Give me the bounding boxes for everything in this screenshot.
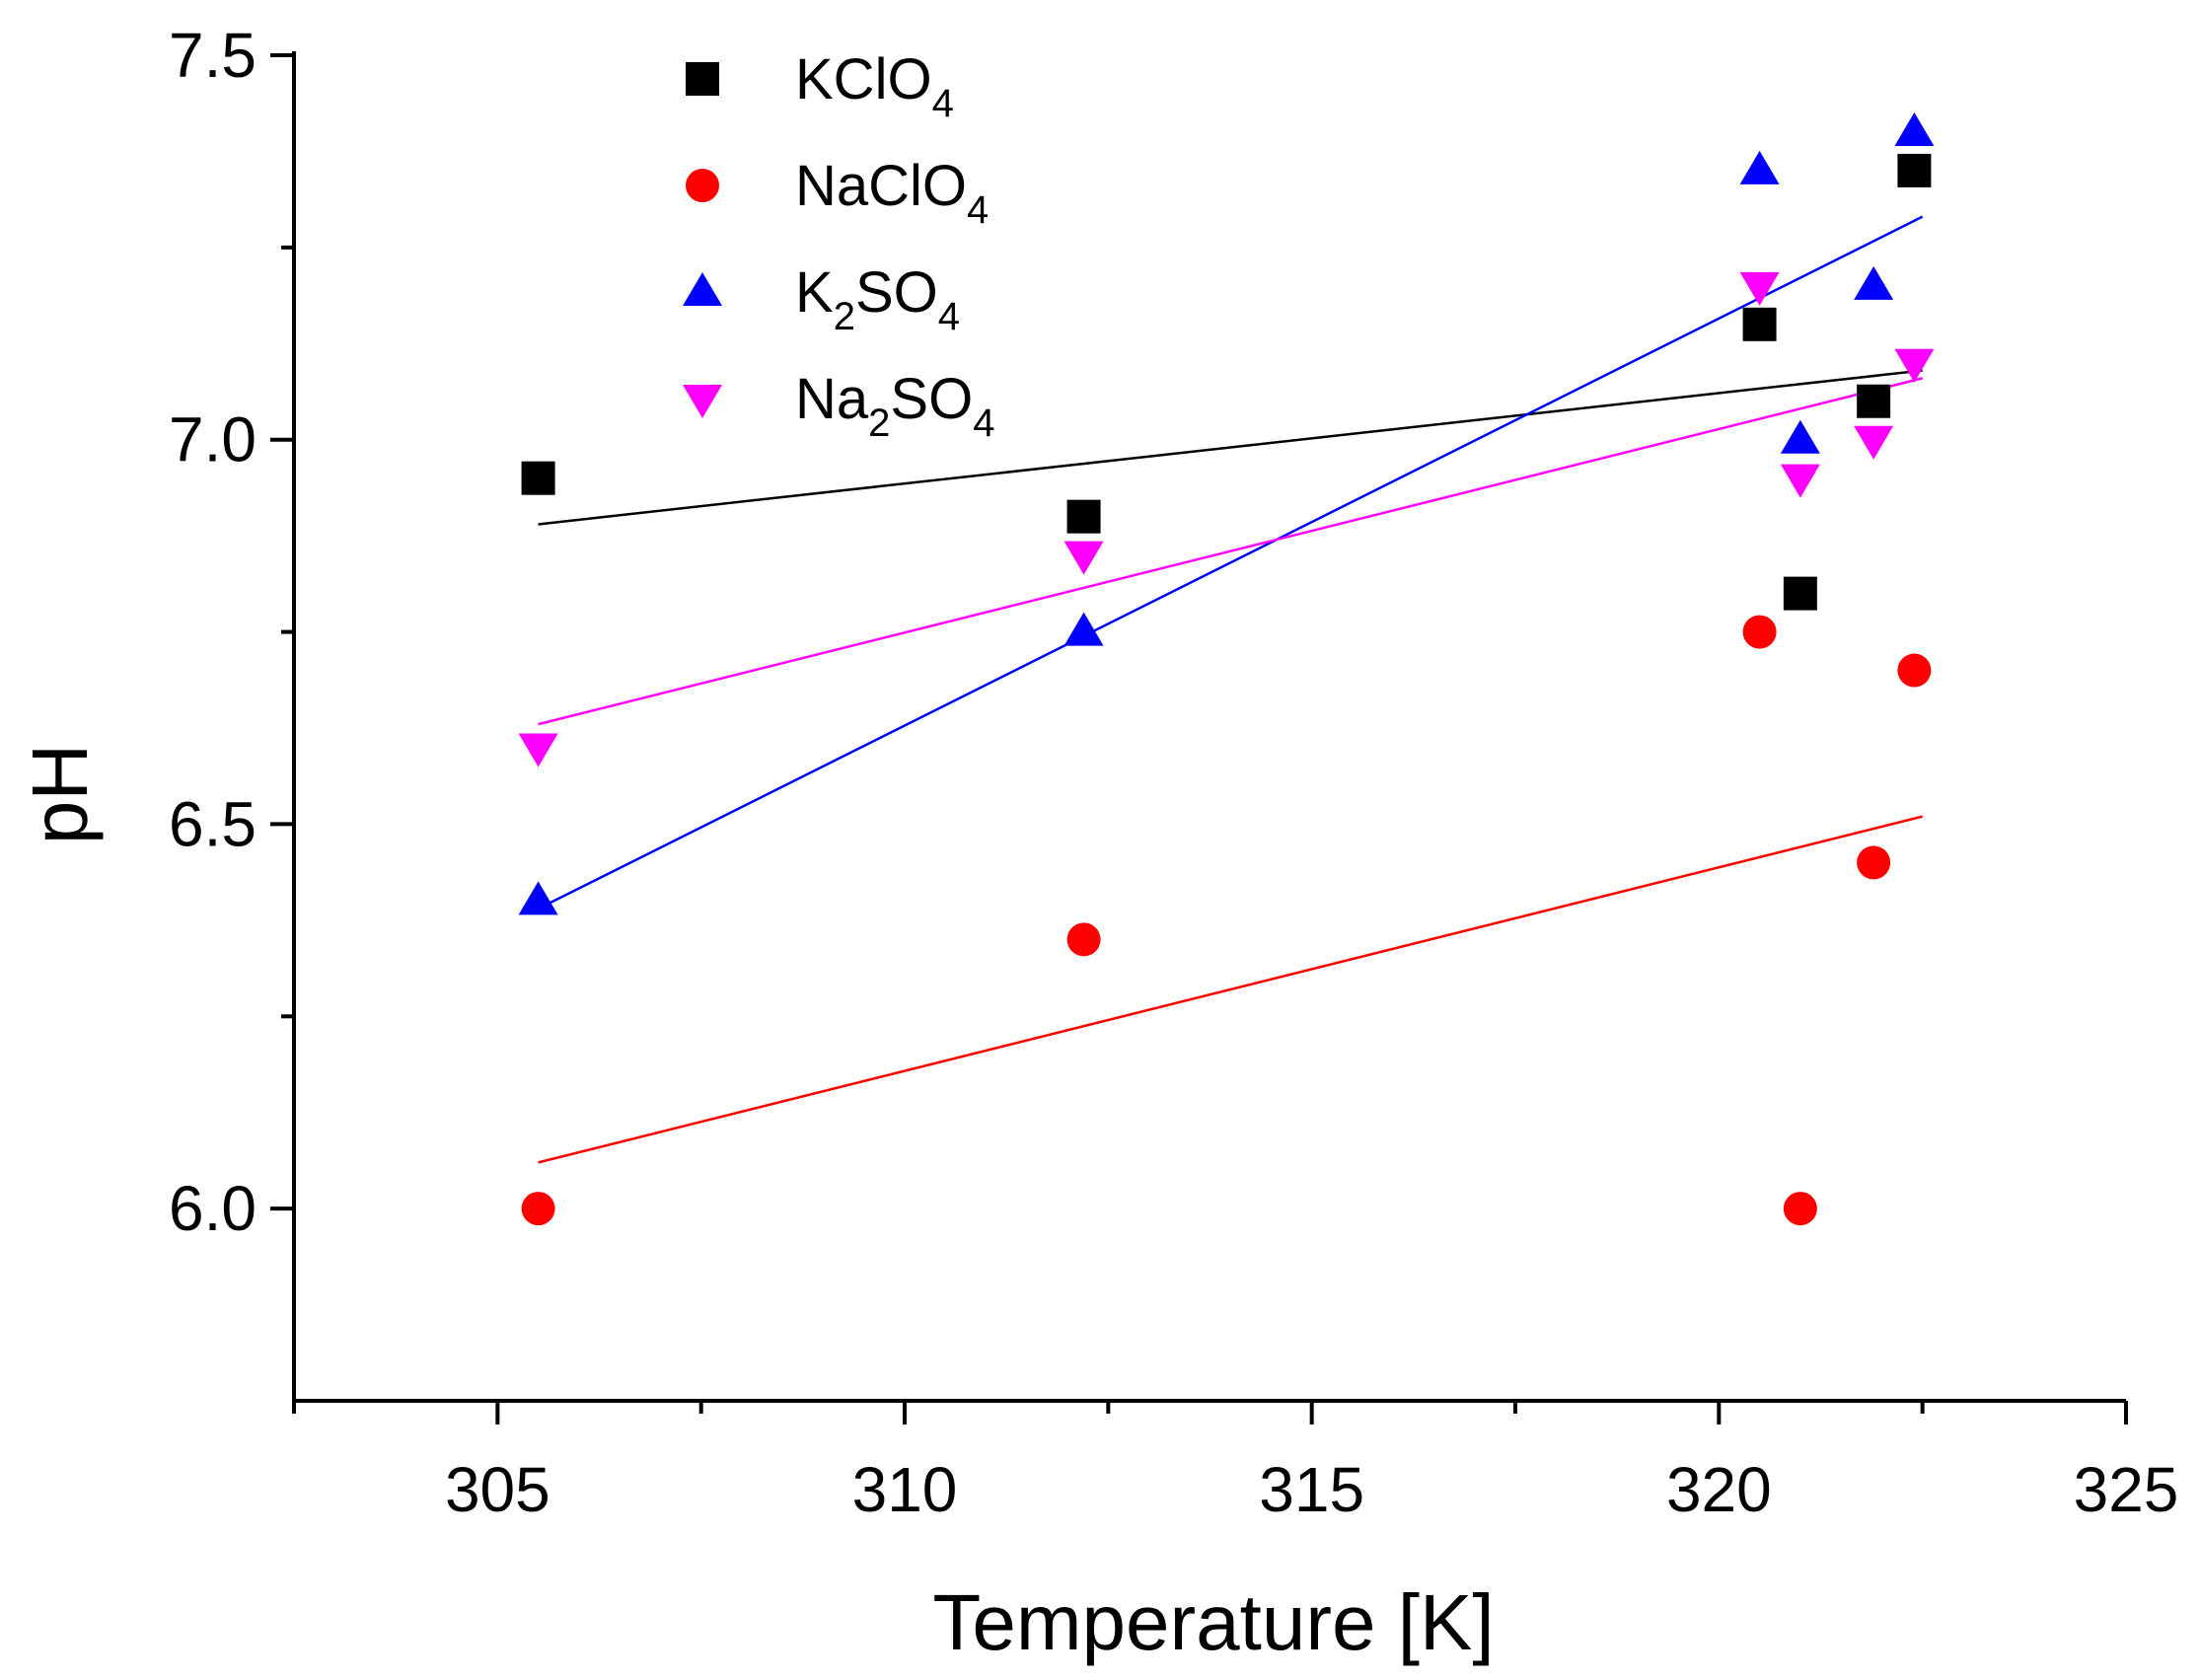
- legend: KClO4 NaClO4 K2SO4 Na2SO4: [683, 47, 994, 445]
- point-k2so4: [1739, 150, 1780, 184]
- fit-line-kclo4: [538, 369, 1923, 526]
- point-kclo4: [1783, 576, 1817, 611]
- point-naclo4: [521, 1192, 555, 1226]
- x-tick-label: 325: [2074, 1454, 2179, 1525]
- point-naclo4: [1066, 922, 1101, 957]
- point-na2so4: [1854, 425, 1894, 460]
- point-naclo4: [1897, 653, 1932, 688]
- point-k2so4: [518, 881, 558, 915]
- point-naclo4: [1783, 1192, 1817, 1226]
- point-kclo4: [1066, 499, 1101, 534]
- data-points: [518, 111, 1935, 1226]
- point-na2so4: [1063, 541, 1104, 575]
- point-na2so4: [518, 733, 558, 767]
- point-k2so4: [1854, 265, 1894, 300]
- point-kclo4: [1857, 384, 1891, 418]
- y-tick-label: 7.0: [169, 404, 257, 475]
- legend-label-kclo4: KClO4: [795, 47, 954, 125]
- x-axis-title: Temperature [K]: [932, 1578, 1494, 1666]
- point-kclo4: [1742, 307, 1777, 341]
- x-tick-label: 320: [1666, 1454, 1772, 1525]
- point-naclo4: [1742, 615, 1777, 649]
- x-tick-label: 315: [1259, 1454, 1364, 1525]
- y-tick-label: 6.0: [169, 1173, 257, 1244]
- axes: 305 310 315 320 325 6.0 6.5 7.0 7.5: [169, 20, 2178, 1525]
- point-na2so4: [1780, 464, 1820, 498]
- legend-label-k2so4: K2SO4: [795, 260, 960, 338]
- point-na2so4: [1894, 348, 1935, 383]
- legend-label-naclo4: NaClO4: [795, 154, 989, 232]
- y-tick-label: 6.5: [169, 788, 257, 859]
- x-tick-label: 310: [852, 1454, 958, 1525]
- point-kclo4: [521, 461, 555, 495]
- point-kclo4: [1897, 153, 1932, 187]
- point-k2so4: [1063, 612, 1104, 646]
- legend-marker-na2so4: [683, 385, 722, 418]
- y-tick-label: 7.5: [169, 20, 257, 91]
- fit-lines: [538, 215, 1924, 1164]
- point-k2so4: [1780, 419, 1820, 454]
- fit-line-k2so4: [538, 215, 1924, 911]
- point-na2so4: [1739, 271, 1780, 306]
- x-tick-label: 305: [445, 1454, 550, 1525]
- fit-line-na2so4: [538, 377, 1923, 726]
- legend-label-na2so4: Na2SO4: [795, 367, 994, 445]
- legend-marker-naclo4: [686, 169, 719, 202]
- point-k2so4: [1894, 111, 1935, 146]
- legend-marker-k2so4: [683, 272, 722, 306]
- point-naclo4: [1857, 845, 1891, 880]
- fit-line-naclo4: [538, 815, 1923, 1164]
- legend-marker-kclo4: [686, 62, 719, 96]
- y-axis-title: pH: [16, 744, 104, 844]
